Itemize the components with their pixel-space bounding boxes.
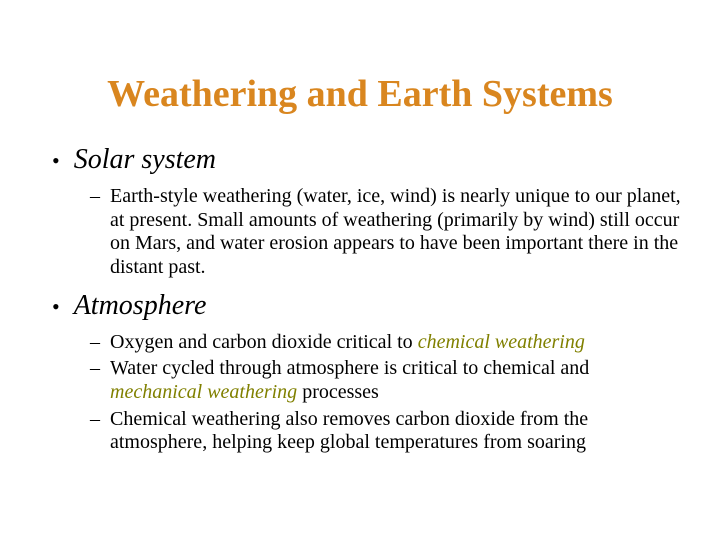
plain-text: Oxygen and carbon dioxide critical to [110, 331, 418, 353]
plain-text: Water cycled through atmosphere is criti… [110, 357, 589, 379]
bullet-dash: – [90, 330, 100, 354]
slide-body: •Solar system–Earth-style weathering (wa… [38, 144, 682, 465]
bullet-dot: • [52, 296, 60, 318]
section-heading-text: Solar system [74, 144, 216, 176]
sub-bullet: –Chemical weathering also removes carbon… [90, 407, 682, 455]
bullet-dash: – [90, 184, 100, 208]
bullet-dash: – [90, 407, 100, 431]
emphasis-text: chemical weathering [418, 331, 585, 353]
sub-bullet-text: Chemical weathering also removes carbon … [110, 408, 682, 455]
section-heading: • Solar system [52, 144, 682, 176]
slide-title: Weathering and Earth Systems [38, 72, 682, 116]
plain-text: Earth-style weathering (water, ice, wind… [110, 185, 681, 278]
plain-text: processes [297, 381, 379, 403]
section-gap [38, 457, 682, 465]
sub-bullet: –Water cycled through atmosphere is crit… [90, 356, 682, 404]
sub-bullet-text: Earth-style weathering (water, ice, wind… [110, 185, 682, 279]
bullet-dash: – [90, 356, 100, 380]
emphasis-text: mechanical weathering [110, 381, 297, 403]
sub-bullet: –Oxygen and carbon dioxide critical to c… [90, 330, 682, 355]
section-heading-text: Atmosphere [74, 290, 207, 322]
sub-bullet-text: Water cycled through atmosphere is criti… [110, 357, 682, 404]
section-gap [38, 282, 682, 290]
bullet-dot: • [52, 150, 60, 172]
sub-bullet: –Earth-style weathering (water, ice, win… [90, 184, 682, 279]
plain-text: Chemical weathering also removes carbon … [110, 408, 588, 454]
section-heading: • Atmosphere [52, 290, 682, 322]
sub-bullet-text: Oxygen and carbon dioxide critical to ch… [110, 331, 585, 355]
